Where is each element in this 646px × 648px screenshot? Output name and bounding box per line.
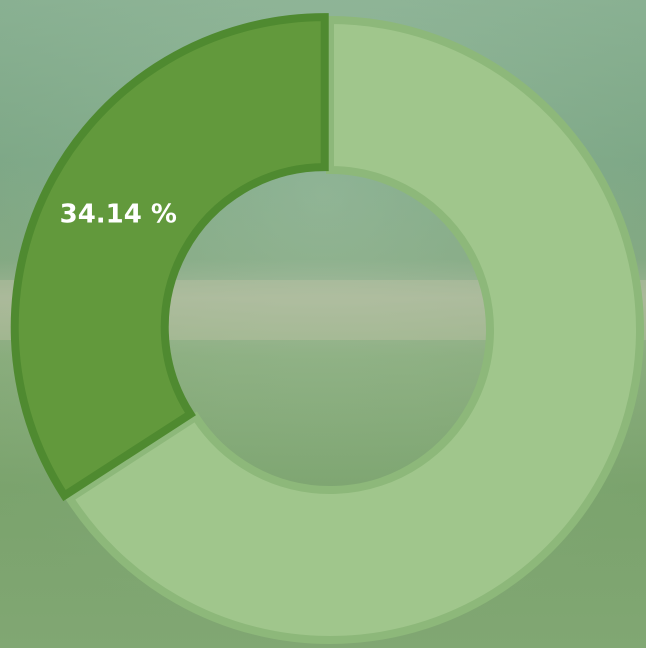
- value-label: 34.14 %: [60, 199, 177, 229]
- chart: 34.14 %: [0, 0, 646, 648]
- screen: 34.14 %: [0, 0, 646, 648]
